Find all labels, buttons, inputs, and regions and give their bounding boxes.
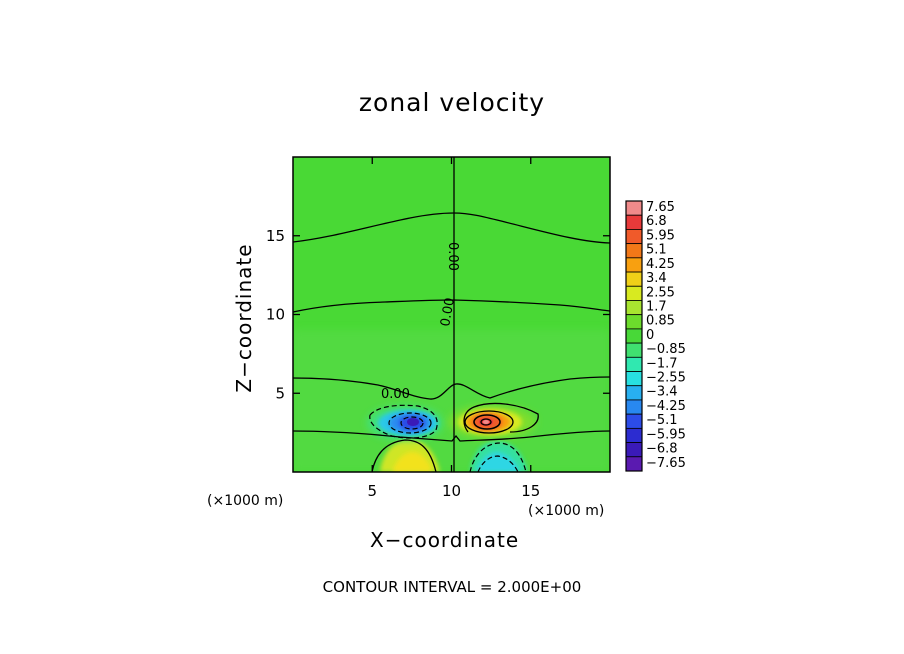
colorbar-cell — [625, 399, 643, 415]
colorbar-label: −3.4 — [646, 385, 678, 400]
contour-line — [473, 414, 501, 430]
contour-line — [469, 442, 527, 472]
x-unit-label: (×1000 m) — [207, 493, 284, 509]
y-tick-label: 15 — [266, 227, 285, 245]
colorbar-cell — [625, 314, 643, 330]
axis-ticks: 5 10 15 5 10 15 — [266, 157, 610, 500]
x-tick-label: 10 — [442, 482, 461, 500]
colorbar-label: 6.8 — [646, 214, 667, 229]
x-tick-label: 5 — [367, 482, 377, 500]
colorbar-label: −1.7 — [646, 356, 678, 371]
contour-line — [464, 410, 514, 434]
contour-line — [480, 418, 492, 426]
colorbar-label: 3.4 — [646, 271, 667, 286]
contour-line — [388, 412, 432, 434]
negative-contours — [369, 404, 527, 472]
colorbar-cell — [625, 427, 643, 443]
colorbar-cell — [625, 243, 643, 259]
colorbar-label: −5.1 — [646, 413, 678, 428]
colorbar-label: 0.85 — [646, 314, 675, 329]
y-tick-label: 10 — [266, 306, 285, 324]
y-axis-label: Z−coordinate — [232, 243, 256, 393]
colorbar-cell — [625, 328, 643, 344]
y-tick-label: 5 — [275, 384, 285, 402]
contour-label: 0.00 — [381, 387, 410, 402]
colorbar-cell — [625, 371, 643, 387]
contour-line — [477, 455, 519, 472]
colorbar-frame — [625, 200, 643, 472]
colorbar-cell — [625, 214, 643, 230]
colorbar-label: −0.85 — [646, 342, 686, 357]
colorbar-cell — [625, 456, 643, 472]
contour-line — [293, 376, 610, 400]
colorbar-label: 0 — [646, 328, 654, 343]
contour-lines — [293, 157, 610, 472]
colorbar-label: 1.7 — [646, 299, 667, 314]
colorbar-label: −2.55 — [646, 371, 686, 386]
colorbar-cell — [625, 356, 643, 372]
colorbar-cell — [625, 229, 643, 245]
colorbar-cell — [625, 342, 643, 358]
colorbar-cell — [625, 300, 643, 316]
x-unit-label: (×1000 m) — [528, 503, 605, 519]
contour-line — [369, 404, 438, 439]
colorbar: 7.656.85.955.14.253.42.551.70.850−0.85−1… — [625, 200, 686, 472]
colorbar-label: 4.25 — [646, 257, 675, 272]
colorbar-label: 5.95 — [646, 228, 675, 243]
colorbar-cell — [625, 200, 643, 216]
contour-label: 0.00 — [438, 297, 458, 328]
colorbar-label: 7.65 — [646, 200, 675, 215]
colorbar-cell — [625, 385, 643, 401]
colorbar-cell — [625, 271, 643, 287]
colorbar-label: −7.65 — [646, 456, 686, 471]
colorbar-label: 2.55 — [646, 285, 675, 300]
colorbar-cell — [625, 413, 643, 429]
x-axis-label: X−coordinate — [370, 528, 520, 552]
colorbar-label: −4.25 — [646, 399, 686, 414]
colorbar-label: −6.8 — [646, 442, 678, 457]
contour-interval-note: CONTOUR INTERVAL = 2.000E+00 — [322, 578, 582, 596]
colorbar-label: 5.1 — [646, 243, 667, 258]
contour-line — [463, 402, 539, 433]
contour-label: 0.00 — [445, 242, 460, 271]
contour-line — [371, 439, 437, 472]
colorbar-label: −5.95 — [646, 427, 686, 442]
colorbar-cell — [625, 285, 643, 301]
colorbar-cell — [625, 442, 643, 458]
colorbar-cell — [625, 257, 643, 273]
chart-title: zonal velocity — [358, 88, 546, 117]
x-tick-label: 15 — [521, 482, 540, 500]
contour-line — [400, 416, 424, 430]
